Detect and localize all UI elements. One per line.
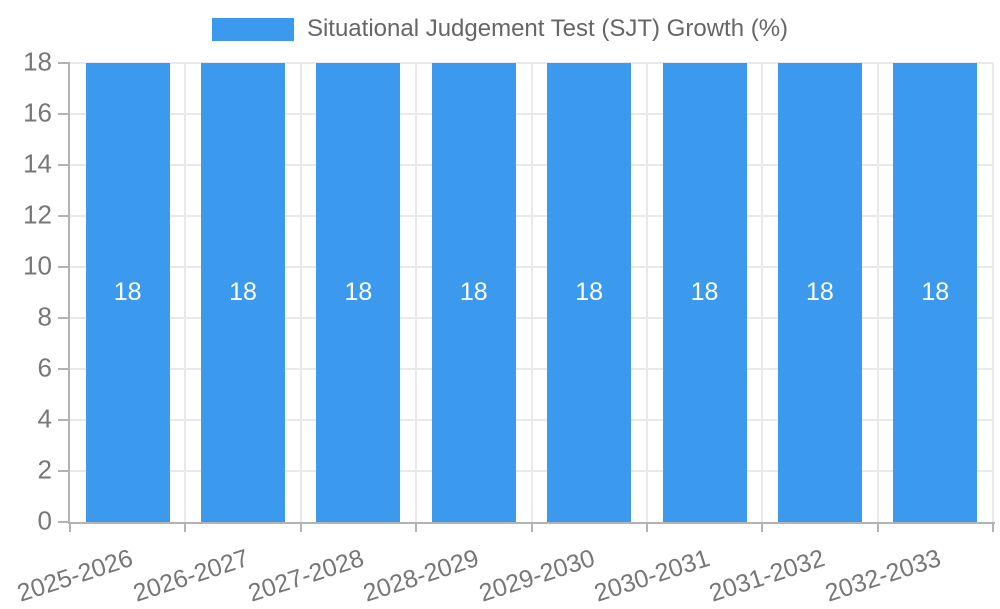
y-tick-label: 2 xyxy=(37,454,52,485)
bar: 18 xyxy=(316,63,401,522)
x-tick-mark xyxy=(299,522,302,532)
y-axis-line xyxy=(68,63,70,524)
x-tick-label: 2029-2030 xyxy=(475,544,598,608)
x-tick-mark xyxy=(530,522,533,532)
bar-value-label: 18 xyxy=(575,278,604,306)
x-tick-mark xyxy=(992,522,994,532)
gridline-vertical xyxy=(299,63,302,522)
bar-value-label: 18 xyxy=(459,278,488,306)
gridline-vertical xyxy=(184,63,187,522)
y-tick-mark xyxy=(58,419,70,421)
y-tick-mark xyxy=(58,317,70,319)
gridline-vertical xyxy=(992,63,994,522)
x-tick-label: 2028-2029 xyxy=(360,544,483,608)
gridline-vertical xyxy=(761,63,764,522)
bar-value-label: 18 xyxy=(806,278,834,306)
legend-swatch xyxy=(211,17,294,41)
y-tick-mark xyxy=(58,215,70,217)
y-tick-label: 0 xyxy=(37,505,52,536)
bar: 18 xyxy=(893,63,978,522)
bar: 18 xyxy=(662,63,747,522)
gridline-vertical xyxy=(530,63,533,522)
x-tick-label: 2031-2032 xyxy=(706,544,829,608)
legend-item[interactable]: Situational Judgement Test (SJT) Growth … xyxy=(211,15,789,43)
bar-value-label: 18 xyxy=(229,278,257,306)
y-tick-label: 10 xyxy=(23,250,52,281)
y-tick-mark xyxy=(58,113,70,115)
y-tick-mark xyxy=(58,521,70,523)
bar: 18 xyxy=(201,63,286,522)
bar-value-label: 18 xyxy=(690,278,719,306)
x-tick-mark xyxy=(415,522,418,532)
y-tick-label: 8 xyxy=(37,301,52,332)
gridline-vertical xyxy=(645,63,648,522)
x-tick-mark xyxy=(69,522,71,532)
x-axis-line xyxy=(68,522,995,524)
x-tick-label: 2032-2033 xyxy=(821,544,944,608)
y-tick-label: 16 xyxy=(23,97,52,128)
y-tick-mark xyxy=(58,62,70,64)
bar: 18 xyxy=(431,63,516,522)
x-tick-label: 2026-2027 xyxy=(129,544,252,608)
y-tick-label: 4 xyxy=(37,403,52,434)
y-tick-label: 6 xyxy=(37,352,52,383)
legend-label: Situational Judgement Test (SJT) Growth … xyxy=(306,15,789,42)
y-tick-label: 12 xyxy=(23,199,52,230)
bar: 18 xyxy=(547,63,632,522)
bar-value-label: 18 xyxy=(344,278,373,306)
x-tick-mark xyxy=(761,522,764,532)
y-tick-mark xyxy=(58,164,70,166)
y-tick-label: 18 xyxy=(23,46,52,77)
x-tick-label: 2027-2028 xyxy=(244,544,368,608)
bar-value-label: 18 xyxy=(921,278,950,306)
y-tick-mark xyxy=(58,470,70,472)
y-tick-label: 14 xyxy=(23,148,52,179)
y-tick-mark xyxy=(58,266,70,268)
bar-value-label: 18 xyxy=(113,278,142,306)
x-tick-mark xyxy=(645,522,648,532)
y-tick-mark xyxy=(58,368,70,370)
chart-legend: Situational Judgement Test (SJT) Growth … xyxy=(0,15,1000,43)
gridline-vertical xyxy=(415,63,418,522)
gridline-vertical xyxy=(876,63,879,522)
x-tick-mark xyxy=(184,522,187,532)
bar: 18 xyxy=(85,63,170,522)
x-tick-label: 2025-2026 xyxy=(13,544,137,608)
bar: 18 xyxy=(777,63,862,522)
x-tick-mark xyxy=(876,522,879,532)
x-tick-label: 2030-2031 xyxy=(590,544,714,608)
